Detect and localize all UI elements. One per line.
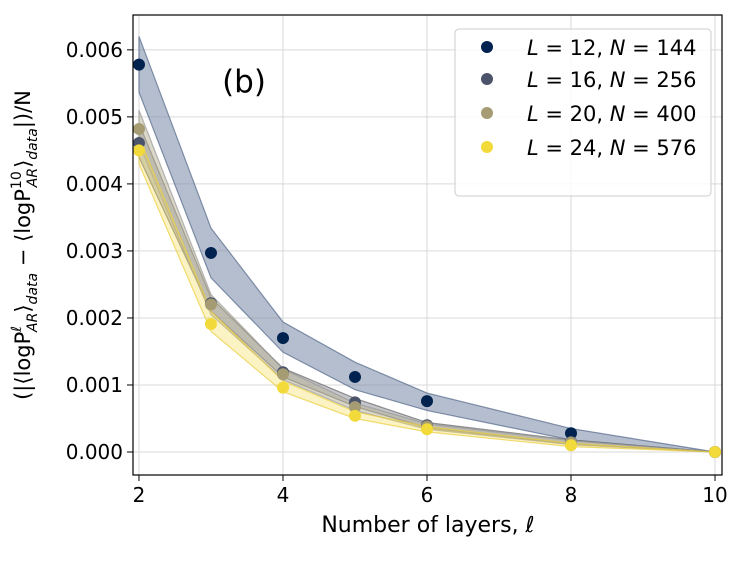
x-tick-label: 10 [702,483,727,507]
data-point [276,381,289,394]
panel-label: (b) [222,64,266,100]
y-label-part: data [25,273,41,305]
data-point [420,395,433,408]
data-point [348,409,361,422]
legend-marker [481,107,493,119]
y-label-part: ⟩ [11,304,35,312]
y-tick-label: 0.005 [66,105,123,129]
x-tick-label: 4 [277,483,290,507]
y-label-part: − ⟨logP [11,189,35,273]
legend-marker [481,41,493,53]
x-axis-ticks: 2 4 6 8 10 [133,475,728,507]
legend-frame [454,28,712,197]
legend-marker [481,141,493,153]
plot-frame [132,14,723,476]
y-label-part: AR [25,168,41,188]
data-point [132,58,145,71]
legend-marker [481,73,493,85]
x-tick-label: 8 [565,483,578,507]
y-label-part: |)/N [11,90,36,128]
y-tick-label: 0.001 [66,373,123,397]
legend-label: L = 16, N = 256 [527,68,696,92]
y-label-part: 10 [9,171,25,189]
y-label-part: data [25,128,41,160]
data-point [348,370,361,383]
y-tick-label: 0.003 [66,239,123,263]
data-point [276,332,289,345]
y-axis-ticks: 0.000 0.001 0.002 0.003 0.004 0.005 0.006 [66,38,133,464]
x-axis-label: Number of layers, ℓ [321,513,534,538]
data-points [132,58,722,459]
legend-label: L = 20, N = 400 [527,102,696,126]
legend-label: L = 12, N = 144 [527,36,696,60]
data-point [132,122,145,135]
x-tick-label: 6 [421,483,434,507]
data-point [204,246,217,259]
data-point [276,368,289,381]
data-point [348,401,361,414]
error-band-24 [138,136,716,453]
x-tick-label: 2 [133,483,146,507]
y-tick-label: 0.002 [66,306,123,330]
legend-label: L = 24, N = 576 [527,136,696,160]
y-label-part: AR [25,313,41,333]
data-point [565,427,578,440]
y-axis-label: (|⟨logPℓAR⟩data − ⟨logP10AR⟩data|)/N [9,90,41,400]
y-label-part: (|⟨logP [11,332,36,400]
y-label-part: ℓ [9,326,25,333]
y-tick-label: 0.004 [66,172,123,196]
y-label-part: ⟩ [11,160,35,168]
data-point [709,446,722,459]
error-band-20 [138,109,716,453]
legend: L = 12, N = 144 L = 16, N = 256 L = 20, N … [454,28,712,197]
data-point [132,144,145,157]
data-point [420,423,433,436]
y-tick-label: 0.006 [66,38,123,62]
data-point [204,317,217,330]
data-point [204,298,217,311]
y-tick-label: 0.000 [66,440,123,464]
data-point [565,439,578,452]
